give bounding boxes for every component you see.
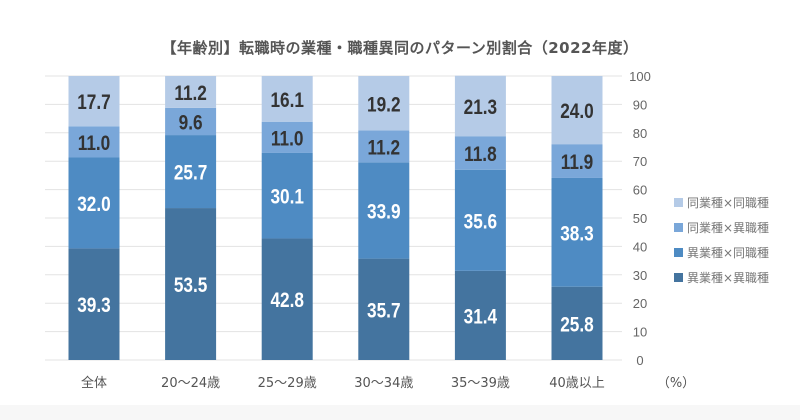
bar-segment xyxy=(68,157,120,249)
bar-segment xyxy=(261,121,313,153)
x-tick-label: 35～39歳 xyxy=(451,376,510,391)
data-label: 11.8 xyxy=(464,143,497,166)
data-label: 53.5 xyxy=(174,275,208,298)
bar-segment xyxy=(551,144,603,178)
bar-segment xyxy=(261,152,313,239)
data-label: 32.0 xyxy=(77,193,111,216)
y-tick-label: 70 xyxy=(633,154,647,169)
bar-segment xyxy=(454,270,506,360)
data-label: 25.7 xyxy=(174,162,208,185)
bar-segment xyxy=(261,238,313,360)
legend-swatch xyxy=(674,198,683,207)
data-label: 35.6 xyxy=(464,211,498,234)
data-label: 19.2 xyxy=(367,94,401,117)
legend-label: 同業種×同職種 xyxy=(687,196,770,210)
bar-segment xyxy=(165,107,217,136)
data-label: 42.8 xyxy=(270,290,304,313)
data-label: 17.7 xyxy=(77,92,111,115)
legend-label: 異業種×同職種 xyxy=(687,246,770,260)
y-unit-label: （%） xyxy=(657,376,695,391)
data-label: 38.3 xyxy=(560,223,594,246)
y-tick-label: 50 xyxy=(633,211,647,226)
bar-segment xyxy=(358,76,410,131)
x-tick-label: 20～24歳 xyxy=(161,376,220,391)
legend-label: 同業種×異職種 xyxy=(687,221,770,235)
data-label: 11.0 xyxy=(78,132,111,155)
x-tick-label: 全体 xyxy=(81,375,107,391)
bar-segment xyxy=(454,75,506,137)
y-tick-label: 60 xyxy=(633,183,647,198)
data-label: 11.2 xyxy=(174,82,207,105)
legend-item: 同業種×異職種 xyxy=(674,215,769,240)
legend: 同業種×同職種 同業種×異職種 異業種×同職種 異業種×異職種 xyxy=(674,190,769,290)
bar-segment xyxy=(358,258,410,360)
bar-segment xyxy=(68,126,120,158)
data-label: 33.9 xyxy=(367,201,401,224)
chart-title: 【年齢別】転職時の業種・職種異同のパターン別割合（2022年度） xyxy=(161,39,639,57)
data-label: 11.0 xyxy=(271,128,304,151)
x-tick-label: 25～29歳 xyxy=(258,376,317,391)
data-label: 39.3 xyxy=(77,295,111,318)
data-label: 11.9 xyxy=(561,152,594,175)
y-tick-label: 20 xyxy=(633,296,647,311)
data-label: 25.8 xyxy=(560,314,594,337)
bar-segment xyxy=(454,169,506,271)
legend-swatch xyxy=(674,223,683,232)
data-label: 35.7 xyxy=(367,300,401,323)
legend-label: 異業種×異職種 xyxy=(687,271,770,285)
y-tick-label: 40 xyxy=(633,239,647,254)
y-tick-label: 80 xyxy=(633,126,647,141)
y-tick-label: 0 xyxy=(636,353,643,368)
data-label: 16.1 xyxy=(270,89,304,112)
x-tick-label: 30～34歳 xyxy=(354,376,413,391)
legend-item: 同業種×同職種 xyxy=(674,190,769,215)
bar-segment xyxy=(68,76,120,127)
data-label: 21.3 xyxy=(464,96,498,119)
bottom-strip xyxy=(0,405,800,420)
bar-segment xyxy=(454,136,506,170)
bar-segment xyxy=(165,135,217,209)
legend-swatch xyxy=(674,248,683,257)
y-tick-label: 10 xyxy=(633,325,647,340)
x-tick-label: 40歳以上 xyxy=(549,376,605,391)
legend-swatch xyxy=(674,273,683,282)
legend-item: 異業種×異職種 xyxy=(674,265,769,290)
data-label: 31.4 xyxy=(464,306,498,329)
bar-segment xyxy=(551,286,603,360)
bar-segment xyxy=(165,208,217,360)
bar-segment xyxy=(261,76,313,122)
bar-segment xyxy=(165,76,217,108)
bar-segment xyxy=(551,76,603,145)
bar-segment xyxy=(68,248,120,360)
y-tick-label: 90 xyxy=(633,97,647,112)
data-label: 24.0 xyxy=(560,101,594,124)
legend-item: 異業種×同職種 xyxy=(674,240,769,265)
y-tick-label: 100 xyxy=(629,69,651,84)
data-label: 11.2 xyxy=(368,137,401,160)
bar-segment xyxy=(358,162,410,259)
data-label: 9.6 xyxy=(179,112,203,135)
bar-segment xyxy=(358,130,410,163)
data-label: 30.1 xyxy=(270,186,304,209)
bar-segment xyxy=(551,177,603,287)
y-tick-label: 30 xyxy=(633,268,647,283)
